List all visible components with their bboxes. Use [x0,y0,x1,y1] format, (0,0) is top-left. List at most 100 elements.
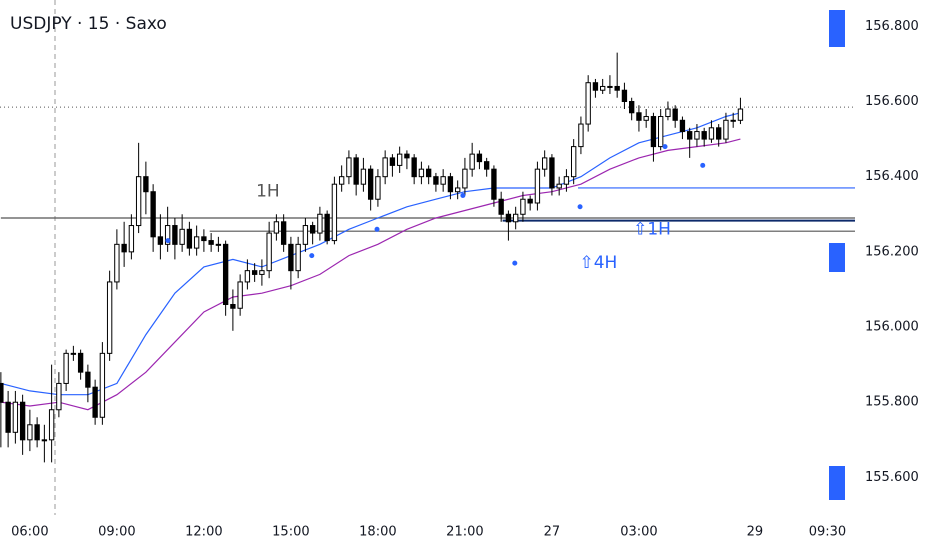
candle-body [665,108,671,118]
candle-body [201,236,207,242]
candle-body [251,270,258,275]
candle-body [585,82,591,125]
candle-body [164,225,171,245]
x-tick-label: 21:00 [446,525,483,540]
candle-body [730,119,736,122]
candle-body [193,236,200,249]
signal-dot [512,260,518,266]
candle-body [592,82,599,91]
candle-body [375,176,381,200]
candle-body [469,153,475,170]
signal-dot [460,192,466,198]
candle-body [222,243,229,305]
candle-body [607,85,613,88]
candle-body [317,213,323,234]
candle-body [266,232,272,272]
candle-body [600,85,606,91]
candle-body [433,176,439,185]
side-marker [829,243,845,272]
candle-body [208,240,214,245]
y-tick-label: 155.800 [865,395,919,410]
candle-body [643,116,649,121]
x-tick-label: 12:00 [185,525,222,540]
candle-body [629,100,635,114]
candle-body [396,153,403,166]
candle-body [34,424,40,441]
signal-dot [662,144,668,150]
candle-body [280,221,287,245]
candle-body [70,352,77,355]
candle-body [512,213,519,223]
x-tick-label: 15:00 [272,525,309,540]
candle-body [302,225,309,245]
candle-body [244,270,251,283]
candle-body [425,168,432,178]
y-tick-label: 156.200 [865,244,919,259]
candle-body [150,191,156,238]
candle-body [215,243,222,246]
candle-body [694,131,700,140]
candle-body [309,225,316,234]
candle-body [121,243,127,253]
candle-body [63,352,69,384]
candle-body [367,168,374,200]
signal-dot [577,204,583,210]
x-tick-label: 29 [747,525,764,540]
candle-body [476,153,483,163]
candle-body [658,116,664,148]
candle-body [570,146,577,178]
candle-body [172,225,178,245]
candle-body [563,176,570,185]
candle-body [679,119,686,133]
candle-body [716,127,722,140]
candle-body [346,157,352,178]
candle-body [614,85,620,91]
candle-body [440,176,446,185]
candle-body [382,157,388,178]
candle-body [143,176,149,193]
x-tick-label: 27 [544,525,561,540]
candle-body [498,198,504,215]
x-tick-label: 03:00 [620,525,657,540]
y-tick-label: 156.400 [865,169,919,184]
candle-body [701,131,707,140]
candle-body [259,270,265,275]
candle-body [411,157,417,178]
candle-body [324,213,330,242]
candle-body [621,89,628,102]
candle-body [491,168,497,200]
side-marker [829,10,845,47]
plot: 1H ⇧1H ⇧4H [0,52,855,463]
candle-body [273,221,280,234]
annotation: ⇧4H [579,253,617,273]
candle-body [708,127,715,140]
candle-body [505,213,512,223]
y-tick-label: 155.600 [865,470,919,485]
signal-dot [374,226,380,232]
candle-body [0,382,4,403]
candle-body [360,168,367,185]
candle-body [549,157,555,189]
candle-body [230,303,236,309]
candle-body [687,131,693,140]
moving-average [0,112,741,396]
candle-body [353,157,359,185]
candle-body [41,439,48,442]
x-tick-label: 06:00 [11,525,48,540]
candle-body [650,116,657,148]
candle-body [85,371,91,388]
candle-body [135,176,142,227]
candle-body [723,119,729,140]
candle-body [12,401,19,433]
candle-body [737,108,744,121]
side-marker [829,466,845,500]
candle-body [48,409,55,441]
candle-body [483,161,490,170]
candle-body [237,281,243,309]
candle-body [534,168,541,204]
candle-body [128,225,135,253]
candle-body [338,176,345,185]
candle-body [636,112,642,121]
candle-body [454,187,461,193]
